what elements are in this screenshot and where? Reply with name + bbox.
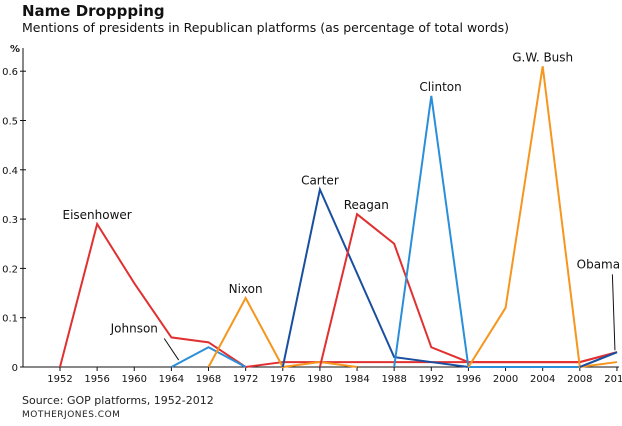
chart-title: Name Droppping: [22, 2, 165, 20]
x-tick-label: 1968: [196, 374, 221, 385]
annotation-label: G.W. Bush: [512, 50, 573, 64]
x-tick-label: 2008: [567, 374, 592, 385]
x-tick-label: 1996: [456, 374, 481, 385]
series-line-eisenhower: [59, 221, 618, 369]
y-tick-label: 0.4: [2, 166, 18, 177]
x-tick-label: 1956: [84, 374, 109, 385]
y-tick-label: 0.1: [2, 314, 18, 325]
x-tick-label: 1964: [159, 374, 184, 385]
x-tick-label: 1952: [47, 374, 72, 385]
annotation-label: Reagan: [344, 198, 389, 212]
y-tick-label: 0.2: [2, 264, 18, 275]
y-tick-label: 0.6: [2, 67, 18, 78]
y-axis-label: %: [10, 44, 20, 55]
series-line-carter: [281, 186, 618, 368]
annotation-label: Clinton: [419, 80, 461, 94]
y-tick-label: 0.3: [2, 215, 18, 226]
y-tick-label: 0: [12, 363, 18, 374]
series-line-clinton: [393, 95, 580, 368]
x-tick-label: 1960: [122, 374, 147, 385]
x-tick-label: 2012: [604, 374, 622, 385]
x-tick-label: 1972: [233, 374, 258, 385]
source-note: Source: GOP platforms, 1952-2012: [22, 394, 214, 407]
series-line-g-w-bush: [467, 66, 618, 369]
annotation-pointer: [163, 338, 180, 361]
x-tick-label: 1980: [307, 374, 332, 385]
annotation-label: Johnson: [110, 321, 158, 335]
credit: MOTHERJONES.COM: [22, 410, 121, 420]
series-line-johnson: [170, 346, 247, 368]
annotation-label: Obama: [577, 257, 620, 271]
x-tick-label: 1976: [270, 374, 295, 385]
x-tick-label: 1992: [419, 374, 444, 385]
x-tick-label: 2004: [530, 374, 555, 385]
annotation-pointer: [611, 274, 616, 351]
annotation-label: Nixon: [229, 282, 263, 296]
annotation-label: Eisenhower: [63, 208, 132, 222]
chart-subtitle: Mentions of presidents in Republican pla…: [22, 20, 510, 35]
annotation-label: Carter: [301, 174, 339, 188]
x-tick-label: 1984: [344, 374, 369, 385]
y-tick-label: 0.5: [2, 117, 18, 128]
series-line-obama: [579, 351, 618, 368]
x-tick-label: 2000: [493, 374, 518, 385]
x-tick-label: 1988: [381, 374, 406, 385]
